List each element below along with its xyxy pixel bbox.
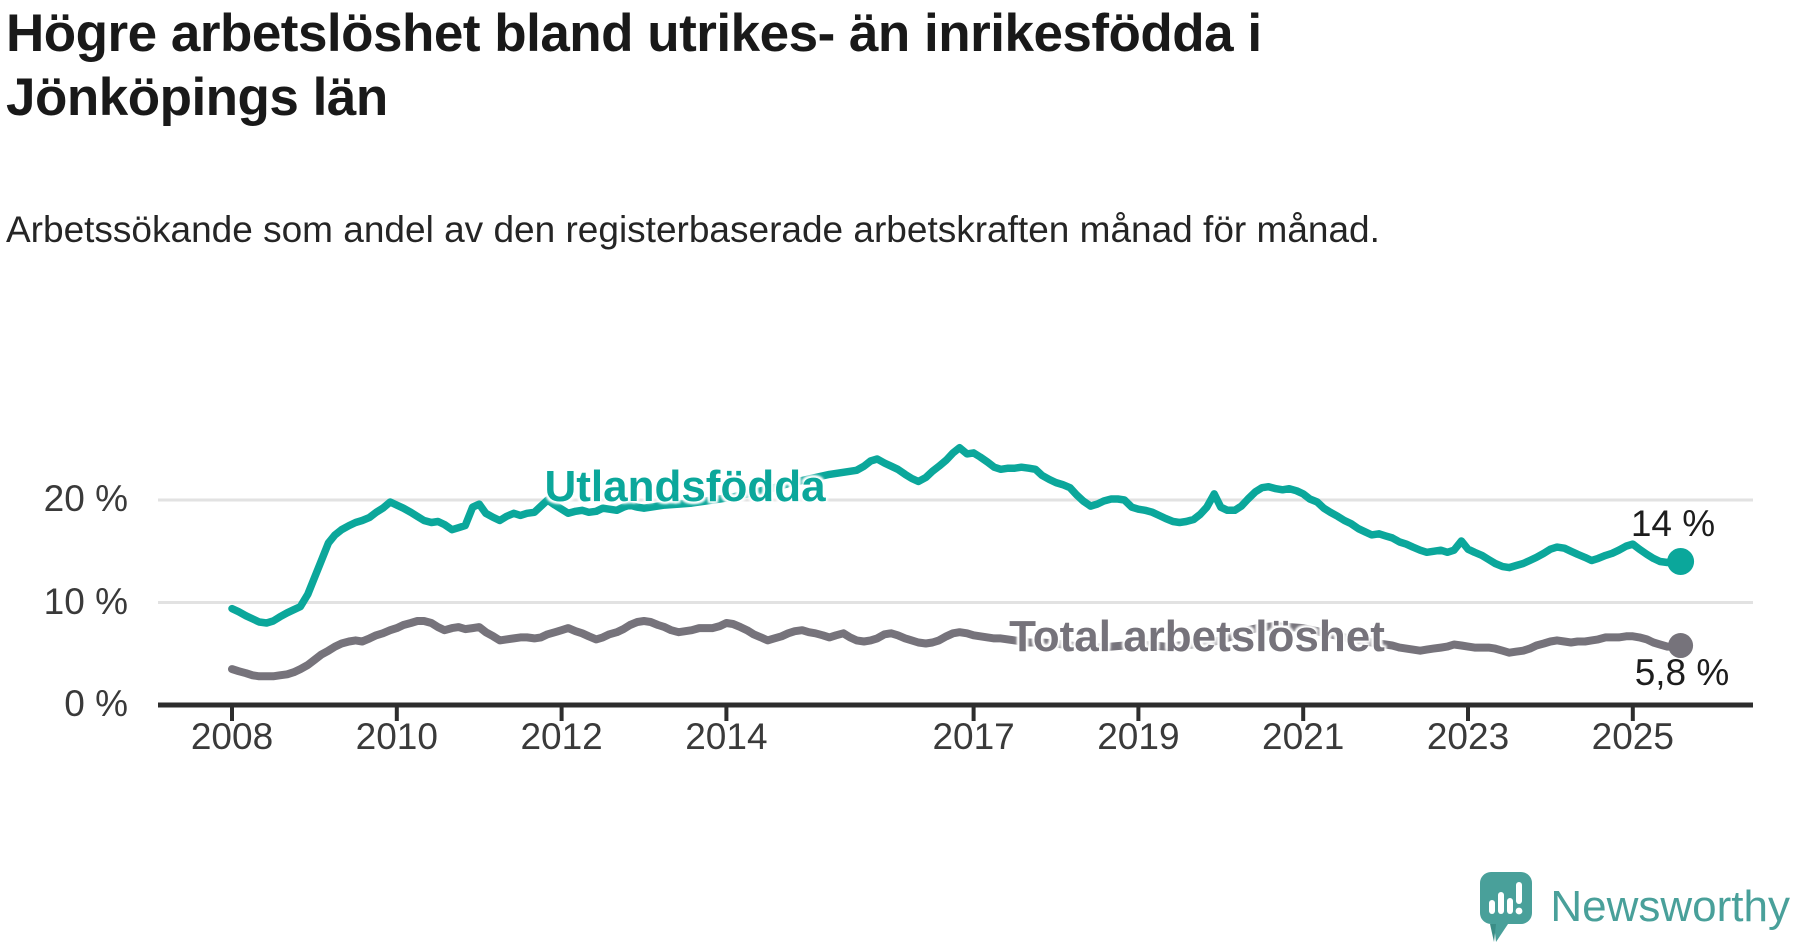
- x-tick-label-2014: 2014: [685, 716, 768, 757]
- y-tick-label-10: 10 %: [43, 580, 128, 622]
- page-title: Högre arbetslöshet bland utrikes- än inr…: [6, 4, 1262, 127]
- series-line-utlandsfodda: [228, 443, 1685, 627]
- series-end-dot-utlandsfodda: [1667, 548, 1695, 575]
- series-label-total-arbetsloshet: Total arbetslöshet: [1009, 612, 1385, 661]
- series-end-dot-total-arbetsloshet: [1668, 633, 1694, 659]
- x-tick-label-2012: 2012: [520, 716, 603, 757]
- newsworthy-wordmark: Newsworthy: [1550, 882, 1790, 931]
- y-tick-label-20: 20 %: [43, 478, 128, 519]
- x-tick-label-2008: 2008: [190, 716, 274, 757]
- series-label-utlandsfodda: Utlandsfödda: [544, 462, 826, 511]
- y-tick-label-0: 0 %: [64, 683, 128, 724]
- end-value-label-utlandsfodda: 14 %: [1630, 503, 1716, 544]
- x-tick-label-2023: 2023: [1426, 716, 1510, 757]
- x-tick-label-2017: 2017: [932, 716, 1015, 757]
- x-tick-label-2010: 2010: [355, 716, 438, 757]
- newsworthy-branding: Newsworthy: [1478, 870, 1790, 944]
- end-value-label-total-arbetsloshet: 5,8 %: [1634, 652, 1730, 693]
- x-tick-label-2019: 2019: [1097, 716, 1180, 757]
- page-subtitle: Arbetssökande som andel av den registerb…: [6, 209, 1380, 250]
- x-tick-label-2025: 2025: [1591, 716, 1674, 757]
- chart-speech-bubble-icon: [1480, 872, 1533, 942]
- series-line-total-arbetsloshet: [228, 617, 1685, 681]
- x-tick-label-2021: 2021: [1262, 716, 1345, 757]
